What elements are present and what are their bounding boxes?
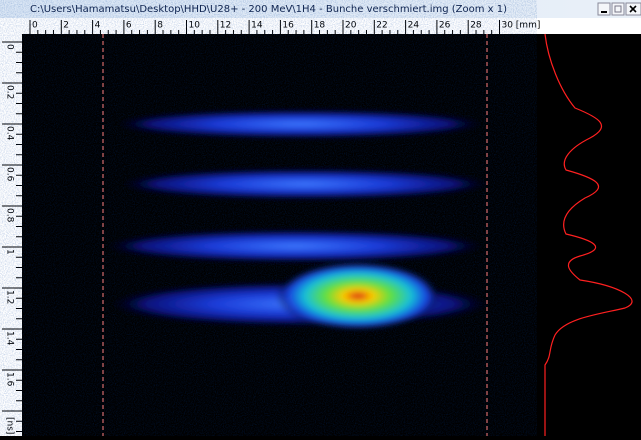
window-controls <box>597 2 641 16</box>
ruler-label: 8 <box>157 21 163 31</box>
ruler-label: 6 <box>126 21 132 31</box>
ruler-label: 2 <box>63 21 69 31</box>
close-icon <box>629 5 637 13</box>
ruler-unit: [mm] <box>516 21 541 31</box>
ruler-label: 1.2 <box>5 290 15 304</box>
vertical-ruler <box>0 18 22 436</box>
ruler-label: 0.6 <box>5 167 15 182</box>
ruler-label: 10 <box>189 21 201 31</box>
ruler-label: 1 <box>5 249 15 255</box>
ruler-label: 1.6 <box>5 372 15 387</box>
ruler-label: 24 <box>408 21 420 31</box>
bunch-streaks <box>100 110 495 330</box>
ruler-label: 14 <box>251 21 263 31</box>
maximize-icon <box>614 5 622 13</box>
ruler-label: 0.4 <box>5 126 15 141</box>
ruler-label: 0 <box>5 44 15 50</box>
ruler-label: 1.4 <box>5 331 15 346</box>
maximize-button[interactable] <box>611 2 625 16</box>
hot-spot <box>276 262 440 330</box>
title-bar <box>0 0 641 18</box>
streak <box>110 110 490 138</box>
ruler-label: 30 <box>502 21 514 31</box>
profile-curve <box>544 33 633 436</box>
ruler-label: 0.8 <box>5 208 15 223</box>
streak <box>115 169 495 199</box>
ruler-label: 12 <box>220 21 231 31</box>
ruler-label: 4 <box>95 21 101 31</box>
ruler-label: 20 <box>345 21 357 31</box>
ruler-label: 0.2 <box>5 85 15 99</box>
horizontal-ruler-ticks: 0 2 4 6 8 10 12 14 16 18 20 22 24 26 28 30 [mm] <box>29 20 541 34</box>
ruler-label: 16 <box>282 21 294 31</box>
horizontal-ruler <box>0 18 641 34</box>
ruler-label: 18 <box>314 21 326 31</box>
minimize-button[interactable] <box>597 2 611 16</box>
window-title: C:\Users\Hamamatsu\Desktop\HHD\U28+ - 20… <box>30 4 507 15</box>
ruler-label: 0 <box>32 21 38 31</box>
ruler-unit: [ns] <box>5 417 15 434</box>
ruler-label: 26 <box>439 21 451 31</box>
ruler-label: 22 <box>376 21 387 31</box>
streak <box>100 230 490 262</box>
vertical-ruler-ticks: 0 0.2 0.4 0.6 0.8 1 1.2 1.4 1.6 [ns] <box>2 41 22 434</box>
ruler-label: 28 <box>470 21 482 31</box>
